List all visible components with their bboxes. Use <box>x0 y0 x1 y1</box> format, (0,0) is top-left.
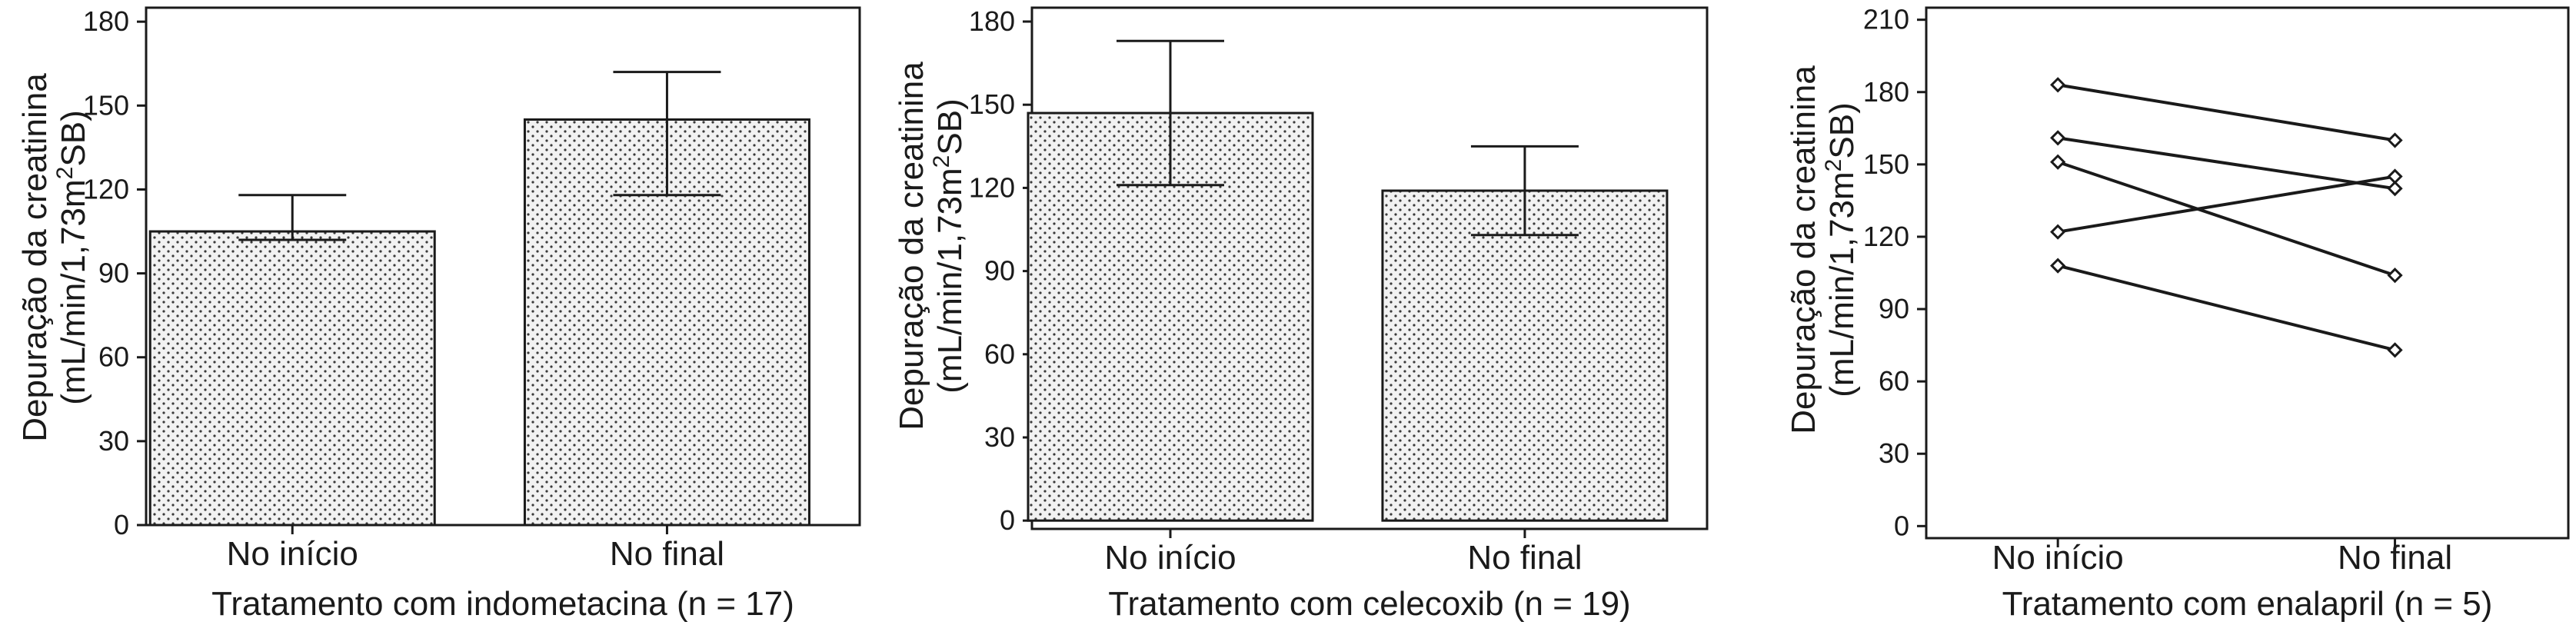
y-tick-label: 120 <box>83 173 129 204</box>
x-axis-label: Tratamento com enalapril (n = 5) <box>2002 585 2493 623</box>
chart-panel-1: 0 30 60 90 120 150 180 No início No final Tratame… <box>16 5 861 623</box>
y-axis-label-line-1: Depuração da creatinina <box>1785 65 1822 434</box>
y-axis-label-line-1: Depuração da creatinina <box>893 62 930 431</box>
data-point <box>2387 181 2403 197</box>
data-point <box>2387 132 2403 148</box>
chart-panel-3: 0 30 60 90 120 150 180 210 No início No final Trat… <box>1785 4 2570 623</box>
y-tick-label: 60 <box>984 338 1015 370</box>
series-line-5 <box>2057 264 2396 352</box>
y-axis-label-line-2: (mL/min/1,73m <box>1823 171 1861 397</box>
y-axis-label-line-2: (mL/min/1,73m <box>55 179 92 404</box>
y-tick-label: 30 <box>1879 437 1909 469</box>
chart-panel-2: 0 30 60 90 120 150 180 No início No final Tratame… <box>893 5 1709 623</box>
x-tick-label: No início <box>227 535 358 573</box>
y-tick-label: 150 <box>83 89 129 121</box>
series-line-1 <box>2057 83 2395 142</box>
y-tick-label: 210 <box>1863 4 1909 35</box>
plot-frame <box>1925 6 2570 540</box>
y-tick-label: 180 <box>83 5 129 37</box>
data-point <box>2387 342 2403 358</box>
series-line-2 <box>2057 136 2395 191</box>
y-tick-label: 150 <box>969 88 1015 120</box>
y-axis-label-superscript: 2 <box>1821 159 1846 172</box>
y-tick-label: 180 <box>1863 76 1909 108</box>
x-tick-label: No final <box>1467 539 1582 577</box>
y-axis-label: Depuração da creatinina(mL/min/1,73m2SB) <box>893 62 969 431</box>
y-tick-label: 60 <box>98 341 129 373</box>
bar <box>1381 189 1669 522</box>
y-tick-label: 90 <box>98 258 129 289</box>
y-axis-label-superscript: 2 <box>52 167 78 180</box>
x-axis-label: Tratamento com celecoxib (n = 19) <box>1108 585 1630 623</box>
data-point <box>2050 258 2066 274</box>
data-point <box>2387 268 2403 284</box>
y-tick-label: 0 <box>1000 504 1015 536</box>
data-point <box>2387 168 2403 185</box>
plot-frame <box>145 6 861 527</box>
x-tick-label: No final <box>2338 539 2452 577</box>
y-axis-label-line-2-end: SB) <box>55 110 92 166</box>
series-line-3 <box>2057 160 2396 278</box>
x-tick-label: No início <box>1104 539 1236 577</box>
y-axis-label: Depuração da creatinina(mL/min/1,73m2SB) <box>1785 65 1861 434</box>
y-tick-label: 90 <box>1879 293 1909 324</box>
y-tick-label: 120 <box>969 171 1015 203</box>
data-point <box>2050 224 2066 240</box>
y-axis-label: Depuração da creatinina(mL/min/1,73m2SB) <box>16 73 92 442</box>
y-tick-label: 150 <box>1863 148 1909 180</box>
x-axis-label: Tratamento com indometacina (n = 17) <box>211 585 794 623</box>
y-tick-label: 30 <box>98 425 129 457</box>
y-tick-label: 180 <box>969 5 1015 37</box>
y-axis-label-line-2-end: SB) <box>1823 102 1861 158</box>
y-tick-label: 0 <box>1894 510 1909 541</box>
x-tick-label: No final <box>610 535 724 573</box>
y-axis-label-line-2: (mL/min/1,73m <box>931 168 969 393</box>
y-axis-label-superscript: 2 <box>929 155 954 168</box>
y-axis-label-line-1: Depuração da creatinina <box>16 73 54 442</box>
y-tick-label: 120 <box>1863 221 1909 252</box>
y-tick-label: 0 <box>114 509 129 540</box>
data-point <box>2050 77 2066 93</box>
y-tick-label: 60 <box>1879 365 1909 397</box>
data-point <box>2050 130 2066 146</box>
y-axis-label-line-2-end: SB) <box>931 98 969 155</box>
x-tick-label: No início <box>1992 539 2124 577</box>
data-point <box>2050 154 2066 170</box>
series-line-4 <box>2057 175 2395 234</box>
y-tick-label: 90 <box>984 255 1015 287</box>
y-tick-label: 30 <box>984 421 1015 453</box>
bar <box>148 230 436 527</box>
